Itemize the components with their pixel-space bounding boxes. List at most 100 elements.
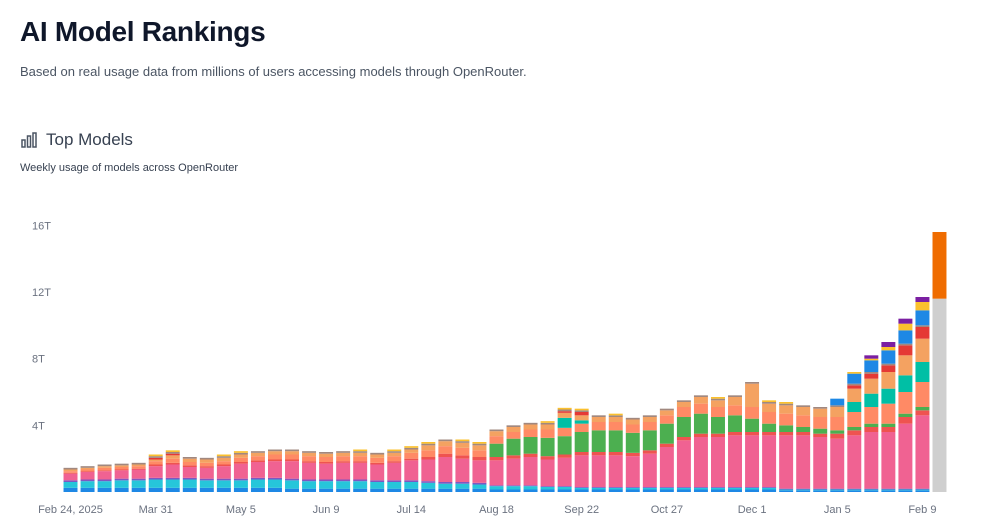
bar-segment[interactable] <box>336 479 351 482</box>
bar-segment[interactable] <box>523 489 538 493</box>
bar-segment[interactable] <box>711 398 725 401</box>
bar-segment[interactable] <box>847 489 862 491</box>
bar-segment[interactable] <box>693 403 708 414</box>
bar-segment[interactable] <box>455 441 470 443</box>
bar-segment[interactable] <box>864 427 879 432</box>
bar-segment[interactable] <box>728 397 742 406</box>
bar-segment[interactable] <box>63 471 78 473</box>
bar-segment[interactable] <box>387 480 402 482</box>
bar-segment[interactable] <box>847 373 862 384</box>
bar-segment[interactable] <box>676 407 691 417</box>
bar-segment[interactable] <box>881 342 896 347</box>
bar-segment[interactable] <box>455 458 470 482</box>
bar-segment[interactable] <box>404 482 419 489</box>
bar-segment[interactable] <box>63 473 78 481</box>
bar-segment[interactable] <box>250 456 265 461</box>
bar-segment[interactable] <box>302 451 317 453</box>
bar-segment[interactable] <box>779 402 794 404</box>
bar-segment[interactable] <box>779 432 794 436</box>
bar-segment[interactable] <box>915 415 930 489</box>
bar-segment[interactable] <box>97 487 112 492</box>
bar-segment[interactable] <box>148 454 163 457</box>
bar-segment[interactable] <box>779 425 794 432</box>
bar-segment[interactable] <box>506 438 521 456</box>
bar-segment[interactable] <box>847 435 862 489</box>
bar-segment[interactable] <box>216 464 231 467</box>
bar-segment[interactable] <box>898 423 913 489</box>
bar-segment[interactable] <box>881 350 896 364</box>
bar-segment[interactable] <box>574 412 589 416</box>
bar-segment[interactable] <box>881 403 896 424</box>
bar-segment[interactable] <box>438 457 453 482</box>
bar-segment[interactable] <box>353 479 368 482</box>
bar-segment[interactable] <box>830 398 845 406</box>
bar-segment[interactable] <box>438 441 453 447</box>
bar-segment[interactable] <box>830 433 845 439</box>
bar-segment[interactable] <box>216 466 231 479</box>
bar-segment[interactable] <box>608 422 623 431</box>
bar-segment[interactable] <box>199 466 214 468</box>
bar-segment[interactable] <box>319 488 334 492</box>
bar-segment[interactable] <box>63 469 78 472</box>
bar-segment[interactable] <box>370 454 385 458</box>
bar-segment[interactable] <box>728 395 742 397</box>
bar-segment[interactable] <box>319 457 334 462</box>
bar-segment[interactable] <box>796 490 811 492</box>
bar-segment[interactable] <box>182 458 197 462</box>
bar-segment[interactable] <box>813 428 828 434</box>
bar-segment[interactable] <box>557 411 572 413</box>
bar-segment[interactable] <box>915 489 930 491</box>
bar-segment[interactable] <box>472 457 487 461</box>
bar-segment[interactable] <box>881 423 896 427</box>
bar-segment[interactable] <box>387 461 402 463</box>
bar-segment[interactable] <box>745 407 760 419</box>
bar-segment[interactable] <box>370 482 385 489</box>
bar-segment[interactable] <box>557 409 572 412</box>
bar-segment[interactable] <box>898 323 913 331</box>
bar-segment[interactable] <box>847 488 862 490</box>
bar-segment[interactable] <box>285 478 299 481</box>
bar-segment[interactable] <box>472 450 487 457</box>
bar-segment[interactable] <box>387 462 402 481</box>
bar-segment[interactable] <box>625 487 640 488</box>
bar-segment[interactable] <box>591 417 606 422</box>
bar-segment[interactable] <box>830 490 845 492</box>
bar-segment[interactable] <box>216 456 231 458</box>
bar-segment[interactable] <box>336 451 351 453</box>
bar-segment[interactable] <box>319 452 334 454</box>
bar-segment[interactable] <box>693 437 708 487</box>
bar-segment[interactable] <box>319 463 334 480</box>
bar-segment[interactable] <box>199 467 214 479</box>
bar-segment[interactable] <box>506 432 521 439</box>
bar-segment[interactable] <box>285 459 299 462</box>
bar-segment[interactable] <box>506 427 521 432</box>
bar-segment[interactable] <box>762 402 777 404</box>
bar-segment[interactable] <box>455 439 470 442</box>
bar-segment[interactable] <box>250 451 265 453</box>
bar-segment[interactable] <box>728 435 742 487</box>
bar-segment[interactable] <box>608 413 623 416</box>
bar-segment[interactable] <box>182 479 197 488</box>
bar-segment[interactable] <box>97 479 112 482</box>
bar-segment[interactable] <box>114 463 129 466</box>
bar-segment[interactable] <box>745 487 760 488</box>
bar-segment[interactable] <box>97 466 112 468</box>
bar-segment[interactable] <box>574 487 589 488</box>
bar-segment[interactable] <box>302 461 317 463</box>
bar-segment[interactable] <box>898 488 913 490</box>
bar-segment[interactable] <box>268 451 282 455</box>
bar-segment[interactable] <box>506 455 521 459</box>
bar-segment[interactable] <box>642 415 657 417</box>
bar-segment[interactable] <box>540 456 555 460</box>
bar-segment[interactable] <box>250 487 265 492</box>
bar-segment[interactable] <box>864 373 879 379</box>
bar-segment[interactable] <box>762 435 777 487</box>
bar-segment[interactable] <box>370 457 385 463</box>
bar-segment[interactable] <box>540 486 555 487</box>
bar-segment[interactable] <box>693 413 708 434</box>
bar-segment[interactable] <box>353 488 368 492</box>
bar-segment[interactable] <box>847 372 862 374</box>
bar-segment[interactable] <box>898 345 913 356</box>
bar-segment[interactable] <box>574 415 589 421</box>
bar-segment[interactable] <box>659 415 674 424</box>
